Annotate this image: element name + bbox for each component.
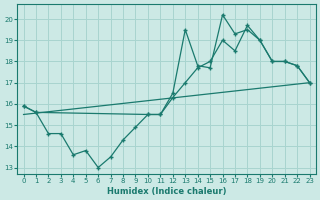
X-axis label: Humidex (Indice chaleur): Humidex (Indice chaleur) [107, 187, 226, 196]
